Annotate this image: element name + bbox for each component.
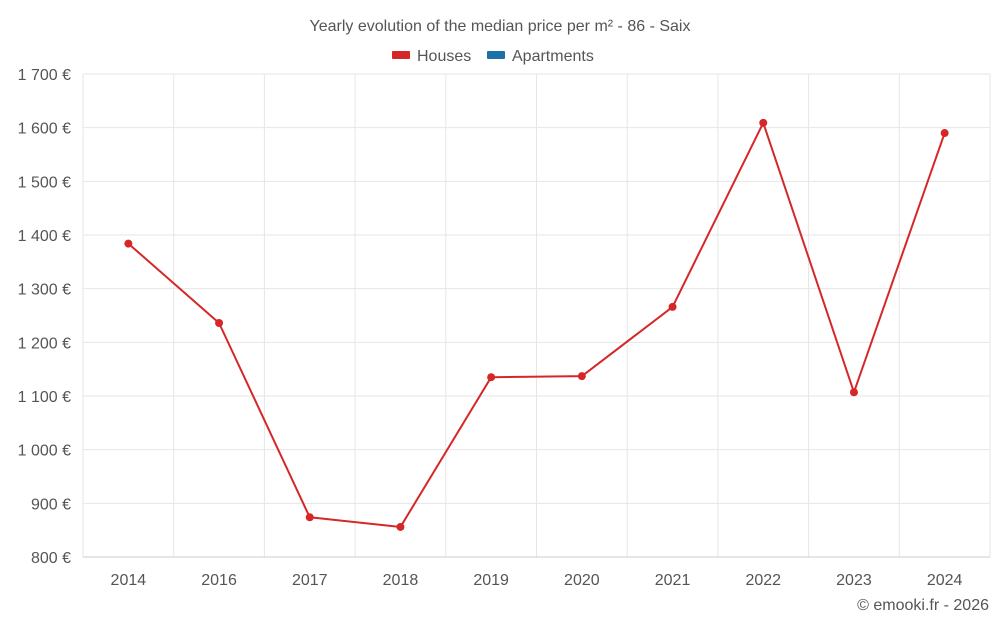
x-tick-label: 2020 [564,572,600,589]
y-tick-label: 1 500 € [18,174,71,191]
data-point-houses-2019[interactable] [487,373,496,382]
x-tick-label: 2022 [745,572,781,589]
x-tick-label: 2021 [655,572,691,589]
y-tick-label: 1 600 € [18,121,71,138]
legend-swatch-houses [392,51,410,59]
y-tick-label: 900 € [31,496,71,513]
x-tick-label: 2016 [201,572,237,589]
y-tick-label: 1 700 € [18,67,71,84]
legend-label-apartments[interactable]: Apartments [512,48,594,65]
y-tick-label: 1 000 € [18,443,71,460]
y-tick-label: 800 € [31,550,71,567]
x-tick-label: 2019 [473,572,509,589]
x-tick-label: 2017 [292,572,328,589]
credit-text[interactable]: © emooki.fr - 2026 [857,597,989,614]
data-point-houses-2017[interactable] [305,513,314,522]
x-tick-label: 2024 [927,572,963,589]
data-point-houses-2023[interactable] [849,388,858,397]
y-tick-label: 1 200 € [18,335,71,352]
legend: Houses Apartments [392,48,594,65]
legend-label-houses[interactable]: Houses [417,48,471,65]
x-axis-tick-labels: 2014 2016 2017 2018 2019 2020 2021 2022 2023 2024 [111,572,963,589]
series-layer [124,118,949,531]
data-point-houses-2016[interactable] [215,319,224,328]
x-tick-label: 2014 [111,572,147,589]
series-line-houses [127,121,946,528]
y-axis-tick-labels: 800 € 900 € 1 000 € 1 100 € 1 200 € 1 300 € 1 … [18,67,71,567]
data-point-houses-2014[interactable] [124,239,133,248]
y-tick-label: 1 100 € [18,389,71,406]
legend-swatch-apartments [487,51,505,59]
chart-title: Yearly evolution of the median price per… [310,18,691,35]
x-tick-label: 2018 [383,572,419,589]
y-tick-label: 1 400 € [18,228,71,245]
data-point-houses-2018[interactable] [396,522,405,531]
x-gridlines [82,74,991,557]
data-point-houses-2022[interactable] [759,118,768,127]
y-tick-label: 1 300 € [18,282,71,299]
x-tick-label: 2023 [836,572,872,589]
data-point-houses-2021[interactable] [668,302,677,311]
data-point-houses-2024[interactable] [940,129,949,138]
data-point-houses-2020[interactable] [577,372,586,381]
